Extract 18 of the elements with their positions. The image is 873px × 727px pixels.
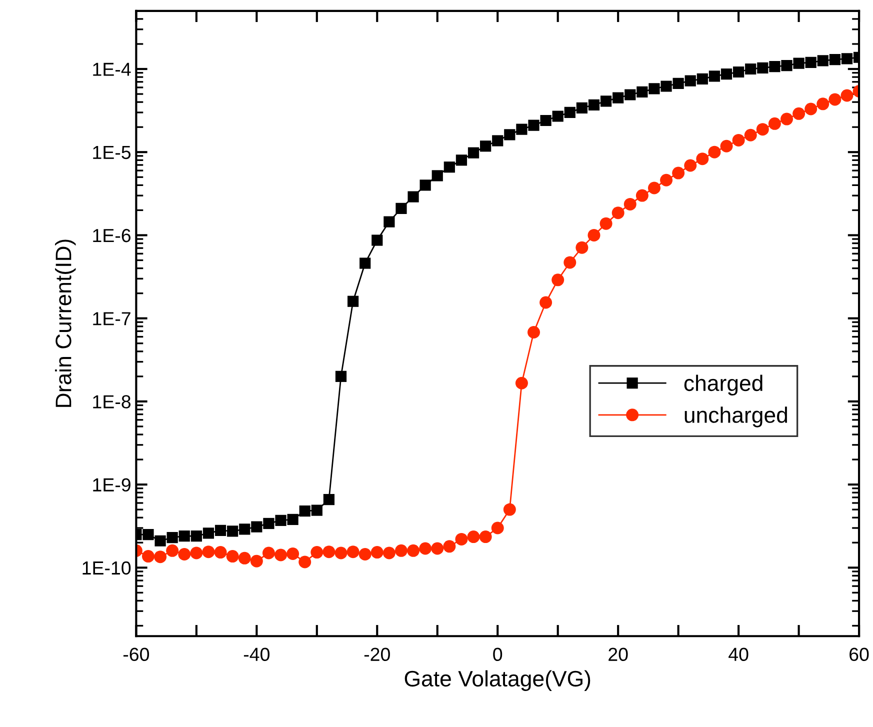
legend-label: uncharged (684, 406, 788, 428)
y-tick-label: 1E-6 (93, 228, 131, 242)
x-tick-label: 40 (728, 648, 748, 662)
y-tick-label: 1E-10 (82, 561, 131, 575)
y-axis-title: Drain Current(ID) (55, 240, 76, 407)
y-tick-label: 1E-5 (93, 146, 131, 160)
x-tick-label: -60 (123, 648, 150, 662)
x-tick-label: 0 (493, 648, 502, 662)
x-tick-label: 60 (850, 648, 869, 662)
legend-label: charged (684, 374, 762, 396)
x-axis-title: Gate Volatage(VG) (404, 670, 590, 691)
x-tick-label: 20 (608, 648, 628, 662)
y-tick-label: 1E-7 (93, 312, 130, 326)
x-tick-label: -40 (244, 648, 270, 662)
x-tick-label: -20 (364, 648, 390, 662)
y-tick-label: 1E-9 (93, 478, 130, 492)
y-tick-label: 1E-4 (93, 62, 131, 76)
y-tick-label: 1E-8 (93, 395, 131, 408)
